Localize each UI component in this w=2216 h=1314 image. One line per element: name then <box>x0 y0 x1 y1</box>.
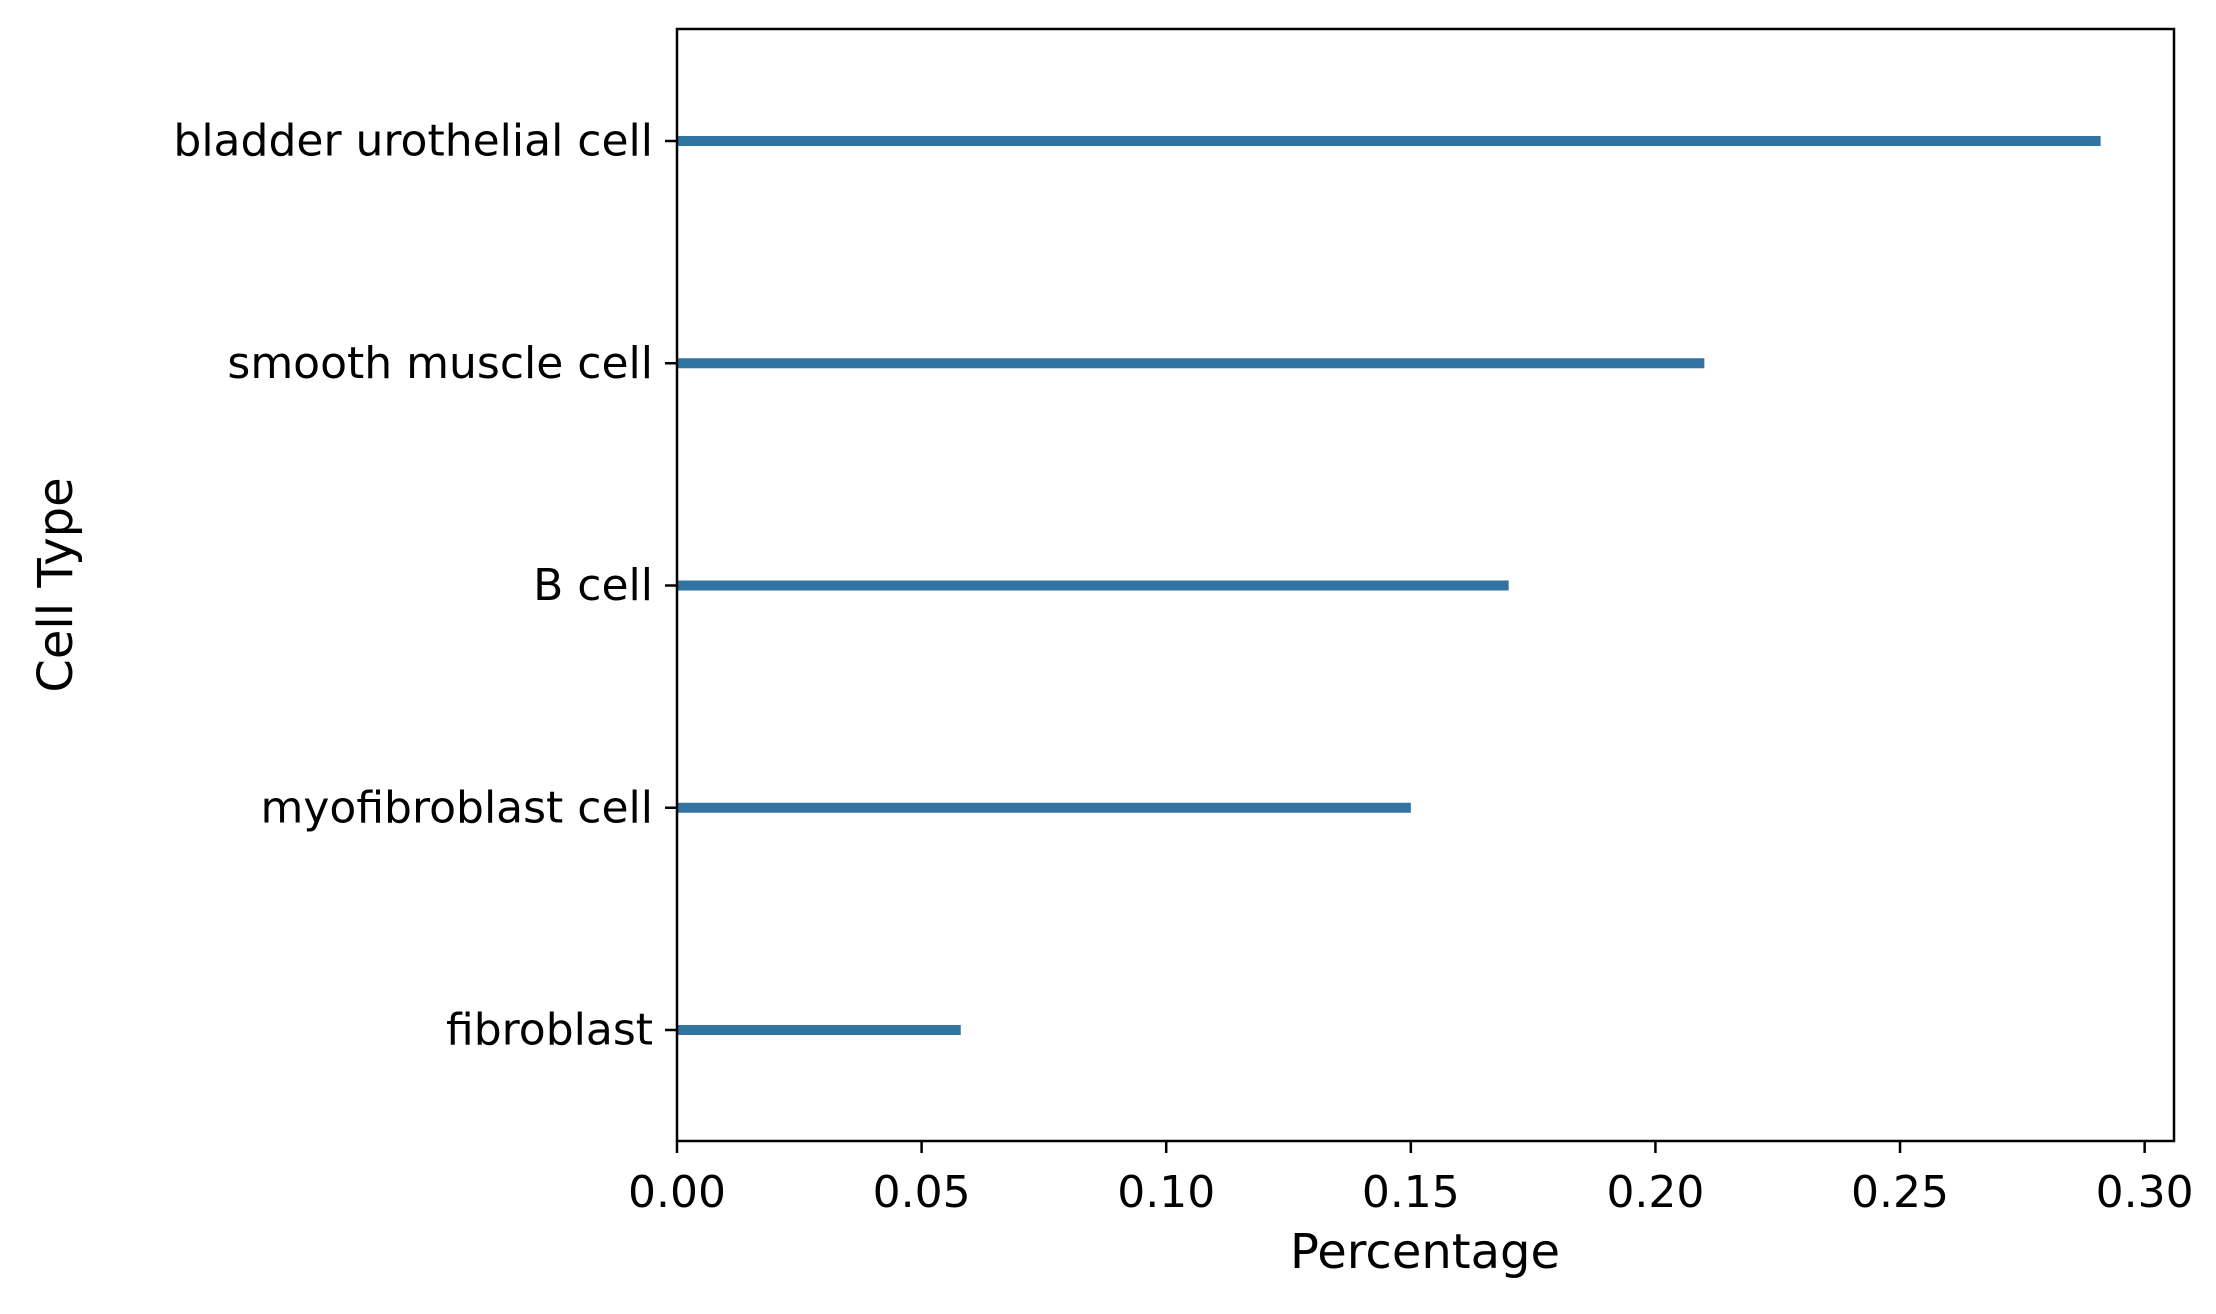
bar <box>677 136 2101 146</box>
bar <box>677 358 1705 369</box>
y-axis-title: Cell Type <box>28 477 84 692</box>
bar <box>677 1025 961 1035</box>
y-tick-label: fibroblast <box>446 1005 653 1056</box>
x-axis-title: Percentage <box>1290 1224 1560 1280</box>
x-tick-label: 0.20 <box>1606 1167 1704 1218</box>
ticks-layer: bladder urothelial cell smooth muscle cel… <box>173 116 2193 1219</box>
y-tick-label: smooth muscle cell <box>227 338 653 389</box>
bar <box>677 580 1509 591</box>
x-tick-label: 0.00 <box>628 1167 726 1218</box>
y-tick-label: myofibroblast cell <box>261 782 654 833</box>
bar <box>677 802 1411 813</box>
x-tick-label: 0.25 <box>1851 1167 1949 1218</box>
x-tick-label: 0.15 <box>1362 1167 1460 1218</box>
x-tick-label: 0.30 <box>2096 1167 2194 1218</box>
plot-frame <box>675 27 2176 1143</box>
y-tick-label: B cell <box>533 560 653 611</box>
x-tick-label: 0.05 <box>873 1167 971 1218</box>
bars-layer <box>677 136 2101 1035</box>
x-tick-label: 0.10 <box>1117 1167 1215 1218</box>
y-tick-label: bladder urothelial cell <box>173 116 653 167</box>
